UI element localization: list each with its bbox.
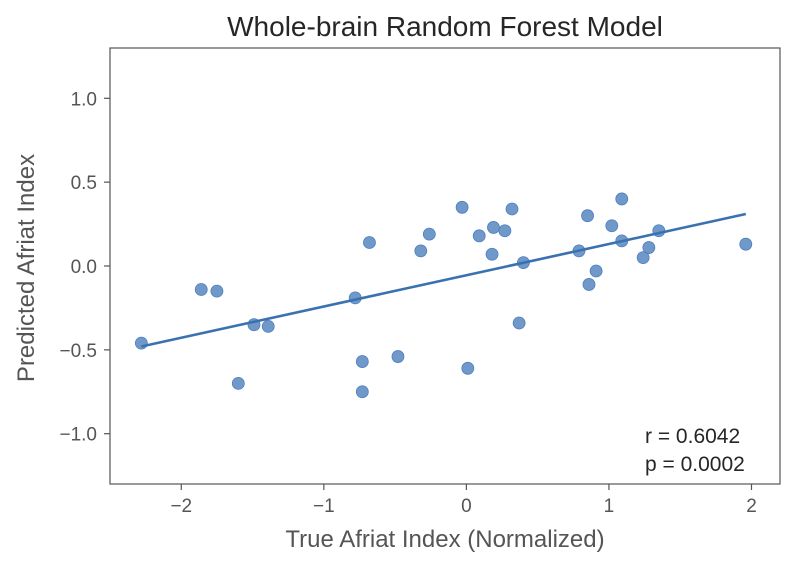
scatter-point	[615, 192, 629, 206]
scatter-point	[455, 200, 469, 214]
regression-line-group	[141, 212, 747, 348]
y-tick-label: −0.5	[59, 341, 97, 362]
scatter-point	[414, 244, 428, 258]
y-tick-label: 1.0	[71, 89, 97, 110]
scatter-point	[210, 284, 224, 298]
y-tick-label: 0.0	[71, 257, 97, 278]
scatter-point	[472, 229, 486, 243]
scatter-point	[231, 376, 245, 390]
axis-ticks: −2 −1 0 1 2 −1.0 −0.5 0.0 0.5 1.0	[59, 89, 756, 517]
scatter-point	[487, 221, 500, 234]
scatter-point	[582, 278, 596, 291]
scatter-point	[461, 361, 475, 375]
scatter-points	[134, 192, 753, 399]
scatter-point	[589, 264, 603, 278]
scatter-point	[498, 224, 512, 238]
scatter-point	[355, 385, 369, 399]
scatter-point	[512, 316, 526, 330]
scatter-point	[355, 355, 369, 368]
x-axis-label: True Afriat Index (Normalized)	[285, 526, 604, 553]
scatter-point	[391, 350, 405, 363]
x-tick-label: 1	[604, 496, 615, 517]
plot-area	[109, 47, 781, 485]
scatter-point	[194, 283, 208, 296]
chart-title: Whole-brain Random Forest Model	[227, 11, 663, 42]
x-tick-label: 2	[746, 496, 757, 517]
scatter-point	[739, 237, 753, 251]
scatter-point	[581, 209, 594, 223]
scatter-point	[261, 319, 275, 333]
scatter-point	[485, 247, 499, 261]
scatter-point	[422, 227, 436, 241]
scatter-point	[642, 241, 656, 254]
scatter-point	[505, 202, 519, 216]
stat-p-value: p = 0.0002	[645, 453, 745, 476]
y-tick-label: 0.5	[71, 173, 97, 194]
regression-line	[141, 212, 747, 348]
y-axis-label: Predicted Afriat Index	[13, 154, 40, 382]
x-tick-label: 0	[461, 496, 472, 517]
x-tick-label: −1	[313, 496, 335, 517]
stat-r-value: r = 0.6042	[645, 425, 740, 448]
scatter-point	[636, 251, 650, 265]
scatter-point	[134, 336, 148, 350]
scatter-point	[605, 219, 619, 233]
x-tick-label: −2	[170, 496, 192, 517]
y-tick-label: −1.0	[59, 425, 97, 446]
scatter-point	[363, 236, 376, 249]
